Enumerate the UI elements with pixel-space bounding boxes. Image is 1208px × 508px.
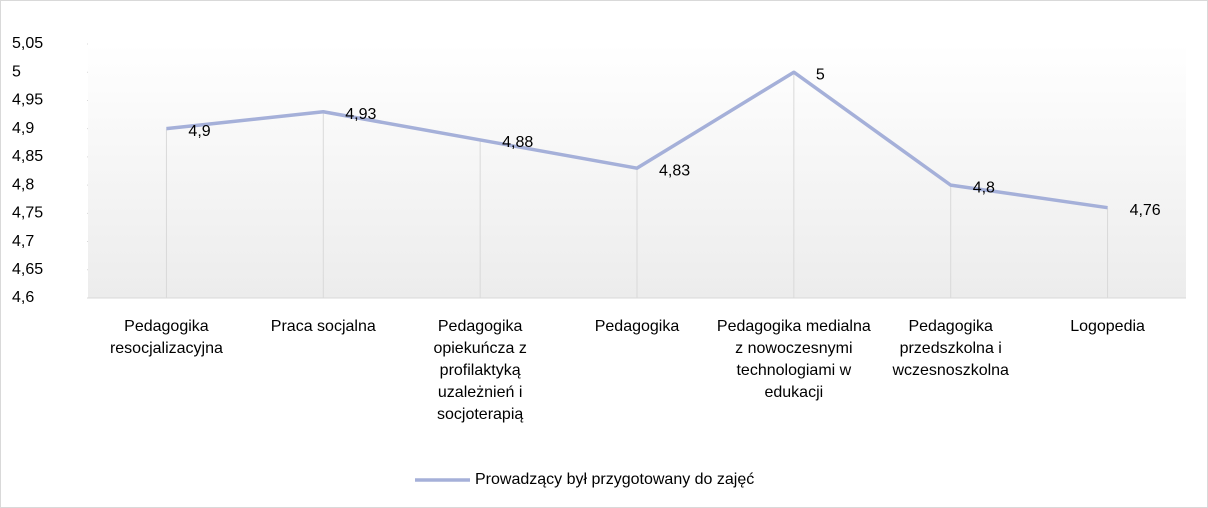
y-tick-label: 4,6 [12,289,34,306]
y-tick-label: 4,75 [12,205,43,222]
data-label: 4,93 [345,106,376,123]
x-tick-label: Pedagogika medialna z nowoczesnymi techn… [716,318,871,401]
data-label: 5 [816,66,825,83]
x-tick-label: Pedagogika resocjalizacyjna [109,318,223,357]
y-tick-label: 4,85 [12,148,43,165]
legend-label: Prowadzący był przygotowany do zajęć [475,471,754,488]
y-tick-label: 4,7 [12,233,34,250]
x-tick-label: Pedagogika opiekuńcza z profilaktyką uza… [433,318,527,423]
y-tick-label: 4,8 [12,176,34,193]
y-tick-label: 4,65 [12,261,43,278]
data-label: 4,76 [1130,202,1161,219]
data-label: 4,83 [659,162,690,179]
x-tick-label: Logopedia [1070,318,1145,335]
x-tick-label: Praca socjalna [270,318,376,335]
y-tick-label: 5 [12,63,21,80]
series-line [166,70,1108,210]
x-tick-label: Pedagogika [594,318,680,335]
y-tick-label: 5,05 [12,35,43,52]
y-tick-label: 4,95 [12,92,43,109]
x-tick-label: Pedagogika przedszkolna i wczesnoszkolna [892,318,1009,379]
data-label: 4,9 [188,123,210,140]
data-label: 4,88 [502,134,533,151]
data-label: 4,8 [973,179,995,196]
y-tick-label: 4,9 [12,120,34,137]
